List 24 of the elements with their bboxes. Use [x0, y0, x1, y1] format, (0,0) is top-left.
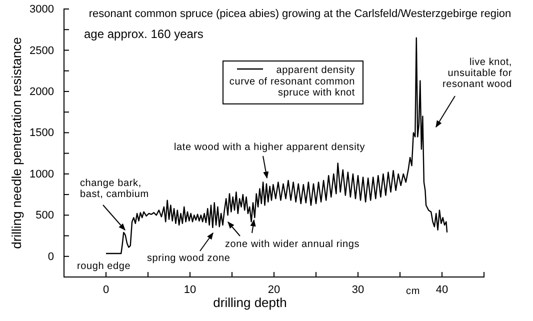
- y-tick-label: 500: [36, 210, 54, 222]
- text: age approx. 160 years: [84, 27, 204, 41]
- annotation: spring wood zone: [147, 253, 230, 264]
- annotation: change bark, bast, cambium: [80, 178, 149, 200]
- text: cm: [406, 286, 420, 297]
- x-tick-label: 10: [184, 284, 196, 296]
- x-tick-label: 30: [352, 284, 364, 296]
- y-tick-label: 2500: [30, 44, 54, 57]
- y-tick-label: 1000: [30, 168, 54, 180]
- chart-title: resonant common spruce (picea abies) growing at the Carlsfeld/Westerzgebirge region: [88, 8, 512, 20]
- y-tick-label: 0: [48, 250, 54, 263]
- annotation: zone with wider annual rings: [225, 239, 360, 250]
- y-tick-label: 1500: [30, 127, 54, 140]
- y-axis-title: drilling needle penetration resistance: [9, 37, 24, 249]
- x-tick-label: 20: [268, 284, 280, 296]
- annotation: late wood with a higher apparent density: [174, 142, 366, 153]
- y-tick-label: 2000: [30, 86, 54, 98]
- x-axis-title: drilling depth: [213, 295, 287, 310]
- y-tick-label: 3000: [30, 4, 54, 16]
- x-tick-label: 0: [102, 284, 110, 296]
- annotation: live knot, unsuitable for resonant wood: [442, 57, 512, 90]
- legend-label: apparent density curve of resonant common spruce with knot: [229, 65, 355, 99]
- annotation: rough edge: [77, 261, 131, 272]
- x-tick-label: 40: [436, 284, 448, 296]
